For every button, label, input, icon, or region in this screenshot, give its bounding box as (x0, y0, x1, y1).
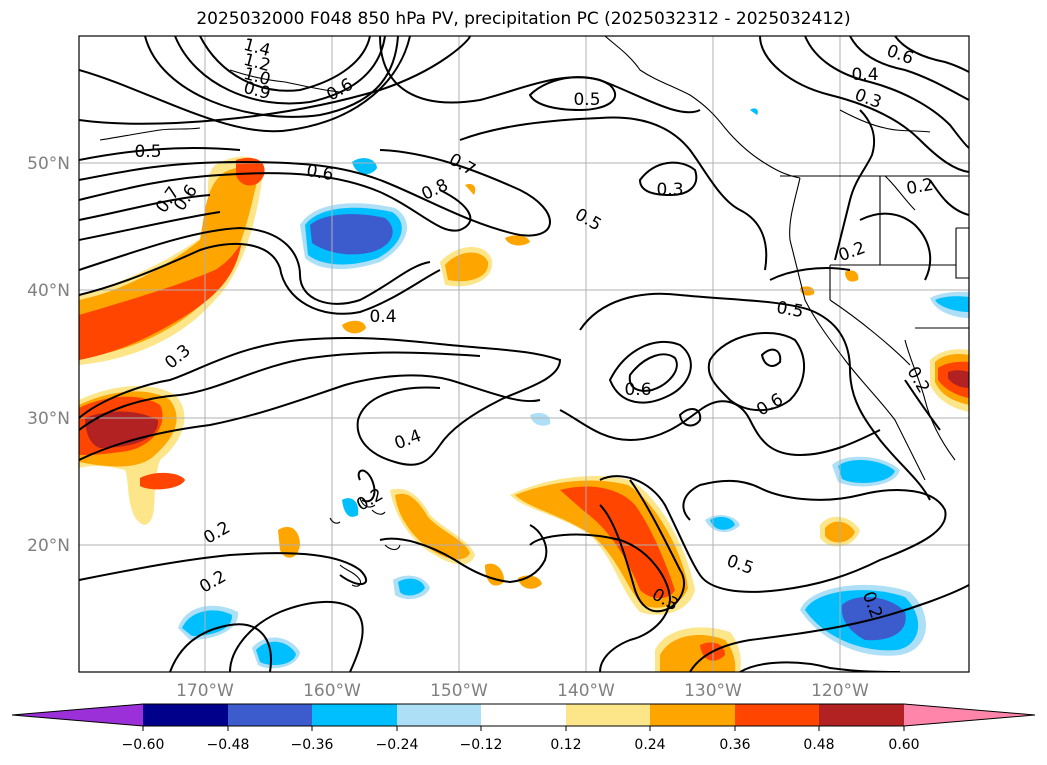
map-title: 2025032000 F048 850 hPa PV, precipitatio… (196, 9, 851, 29)
lat-labels: 50°N 40°N 30°N 20°N (27, 154, 70, 556)
colorbar-under-triangle (12, 704, 143, 726)
lat-label: 40°N (27, 281, 70, 301)
contour-label: 0.4 (369, 307, 396, 327)
colorbar-tick-label: 0.60 (888, 737, 919, 753)
pos-anomaly-region (948, 370, 969, 388)
neg-anomaly-region (342, 498, 359, 517)
colorbar-tick-label: 0.12 (550, 737, 581, 753)
lon-label: 130°W (684, 681, 742, 701)
colorbar-tick-label: −0.48 (207, 737, 250, 753)
contour-label: 0.6 (305, 161, 335, 185)
contour-label: 0.5 (573, 90, 600, 110)
pos-anomaly-region (140, 472, 185, 490)
graticule (79, 36, 969, 672)
coastlines (99, 36, 969, 587)
pos-anomaly-region (79, 242, 242, 360)
colorbar: −0.60 −0.48 −0.36 −0.24 −0.12 0.12 0.24 … (11, 703, 1036, 753)
pos-anomaly-region (465, 184, 476, 195)
pos-anomaly-region (845, 270, 859, 282)
pv-contours (79, 36, 969, 672)
colorbar-ticks (142, 726, 905, 731)
pos-anomaly-region (560, 486, 675, 599)
neg-anomaly-region (256, 641, 296, 666)
contour-label: 0.5 (775, 298, 805, 322)
pos-anomaly-region (278, 526, 300, 558)
colorbar-tick-label: −0.12 (460, 737, 503, 753)
pos-anomaly-region (395, 493, 470, 560)
lat-label: 30°N (27, 409, 70, 429)
colorbar-tick-label: −0.24 (376, 737, 419, 753)
neg-anomaly-region (182, 610, 233, 636)
lat-label: 20°N (27, 536, 70, 556)
colorbar-tick-label: −0.60 (122, 737, 165, 753)
lon-label: 160°W (303, 681, 361, 701)
neg-anomaly-region (750, 108, 758, 115)
lon-label: 140°W (557, 681, 615, 701)
colorbar-segment (566, 704, 650, 726)
contour-label: 0.4 (851, 65, 878, 85)
map-frame (78, 35, 970, 673)
lat-label: 50°N (27, 154, 70, 174)
neg-anomaly-region (398, 578, 425, 596)
pos-anomaly-region (445, 252, 489, 282)
colorbar-over-triangle (904, 704, 1035, 726)
neg-anomaly-region (310, 214, 393, 255)
colorbar-segment (819, 704, 904, 726)
pos-anomaly-region (342, 320, 366, 334)
contour-label: 0.5 (134, 142, 161, 162)
neg-anomaly-region (530, 412, 551, 426)
lon-label: 150°W (430, 681, 488, 701)
neg-anomaly-region (838, 459, 895, 483)
colorbar-tick-label: −0.36 (291, 737, 334, 753)
lon-labels: 170°W 160°W 150°W 140°W 130°W 120°W (176, 681, 869, 701)
colorbar-segment (735, 704, 819, 726)
lon-label: 120°W (811, 681, 869, 701)
colorbar-segment (481, 704, 566, 726)
pos-anomaly-region (236, 157, 265, 186)
colorbar-tick-label: 0.24 (634, 737, 665, 753)
colorbar-tick-label: 0.48 (803, 737, 834, 753)
pos-anomaly-region (505, 235, 530, 246)
colorbar-segment (650, 704, 735, 726)
neg-anomaly-region (352, 158, 377, 175)
lon-label: 170°W (176, 681, 234, 701)
colorbar-segment (312, 704, 397, 726)
colorbar-segment (143, 704, 228, 726)
colorbar-tick-label: 0.36 (719, 737, 750, 753)
map-background (79, 36, 969, 672)
colorbar-segment (228, 704, 312, 726)
contour-label: 0.6 (624, 380, 651, 400)
neg-anomaly-region (710, 517, 735, 530)
contour-label: 0.3 (656, 180, 683, 200)
contour-label: 0.2 (905, 175, 935, 199)
colorbar-segment (397, 704, 481, 726)
neg-anomaly-region (935, 296, 969, 312)
